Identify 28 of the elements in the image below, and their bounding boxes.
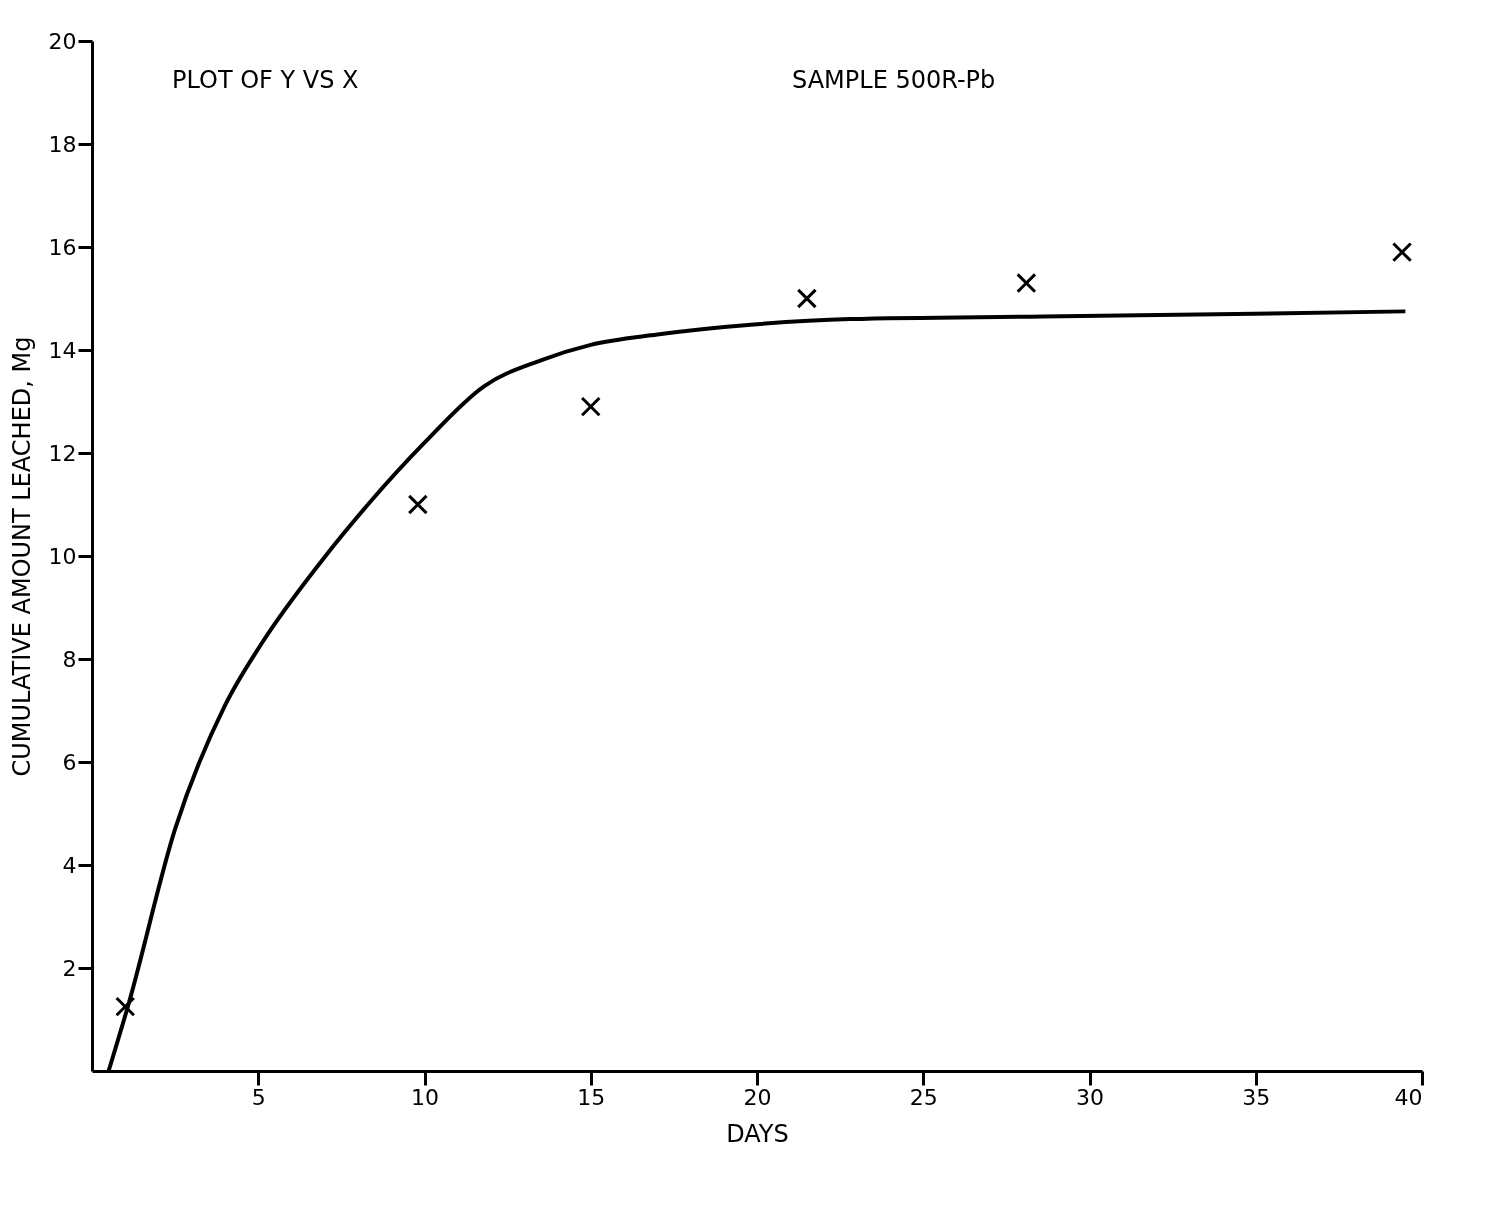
point bbox=[407, 494, 429, 515]
y-tick-label: 16 bbox=[48, 234, 77, 260]
annotation: SAMPLE 500R-Pb bbox=[792, 66, 996, 94]
y-tick-label: 2 bbox=[62, 955, 77, 981]
y-tick-label: 10 bbox=[48, 543, 77, 569]
x-tick-label: 5 bbox=[251, 1084, 266, 1110]
y-tick-label: 14 bbox=[48, 337, 77, 363]
annotation: PLOT OF Y VS X bbox=[172, 66, 359, 94]
x-tick-label: 20 bbox=[743, 1084, 772, 1110]
y-tick-label: 4 bbox=[62, 852, 77, 878]
y-tick-label: 20 bbox=[48, 28, 77, 54]
point bbox=[1016, 272, 1037, 294]
y-tick-label: 12 bbox=[48, 440, 77, 466]
x-axis-title: DAYS bbox=[726, 1119, 789, 1148]
x-tick-label: 30 bbox=[1076, 1084, 1104, 1110]
point bbox=[1391, 241, 1413, 263]
point bbox=[115, 996, 136, 1017]
x-tick-label: 40 bbox=[1394, 1084, 1423, 1110]
point bbox=[796, 288, 818, 309]
y-axis-title: CUMULATIVE AMOUNT LEACHED, Mg bbox=[7, 336, 36, 777]
x-tick-label: 10 bbox=[411, 1084, 439, 1110]
y-tick-label: 18 bbox=[48, 131, 77, 157]
y-tick-label: 8 bbox=[62, 646, 77, 672]
point bbox=[580, 396, 601, 417]
y-tick-label: 6 bbox=[62, 749, 77, 775]
x-tick-label: 25 bbox=[909, 1084, 938, 1110]
x-tick-label: 15 bbox=[577, 1084, 606, 1110]
x-tick-label: 35 bbox=[1242, 1084, 1271, 1110]
